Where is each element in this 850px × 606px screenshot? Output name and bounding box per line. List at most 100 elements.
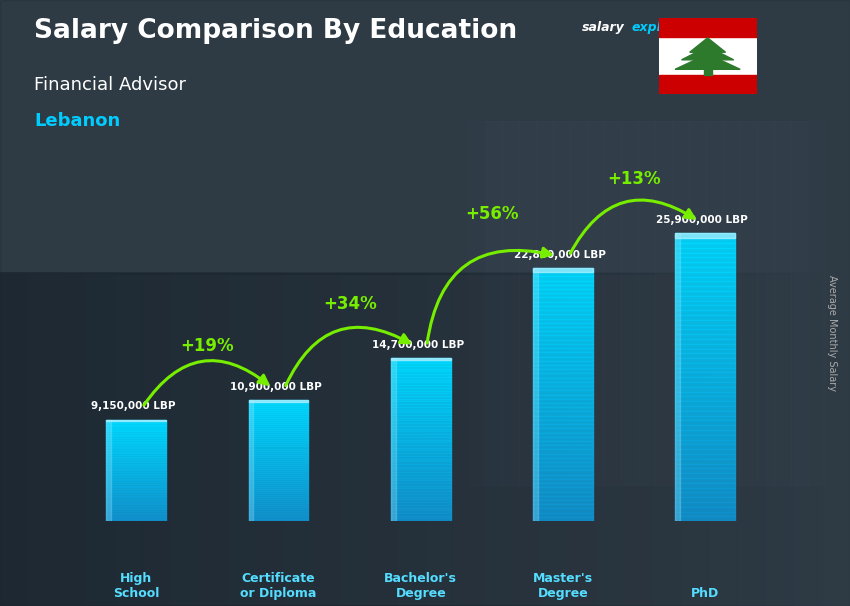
- Bar: [0, 273, 113, 606]
- Bar: [249, 414, 309, 416]
- Text: salary: salary: [582, 21, 625, 34]
- Bar: [0, 273, 340, 606]
- Bar: [249, 477, 309, 479]
- Text: Financial Advisor: Financial Advisor: [34, 76, 186, 94]
- Bar: [106, 453, 167, 455]
- Bar: [249, 404, 309, 406]
- Bar: [675, 391, 735, 396]
- Bar: [391, 371, 450, 374]
- Bar: [533, 466, 592, 470]
- Bar: [533, 483, 592, 487]
- Bar: [391, 475, 450, 478]
- Bar: [106, 451, 167, 453]
- Bar: [604, 121, 638, 485]
- Bar: [391, 421, 450, 423]
- Bar: [106, 489, 167, 491]
- Bar: [106, 479, 167, 481]
- Bar: [659, 75, 756, 94]
- Bar: [391, 396, 450, 399]
- Bar: [106, 467, 167, 468]
- Bar: [391, 439, 450, 442]
- Bar: [106, 511, 167, 513]
- Text: Bachelor's
Degree: Bachelor's Degree: [384, 572, 457, 600]
- Bar: [675, 233, 735, 238]
- Bar: [249, 406, 309, 408]
- Bar: [391, 502, 450, 505]
- Bar: [675, 478, 735, 483]
- Text: Average Monthly Salary: Average Monthly Salary: [827, 275, 837, 391]
- Bar: [249, 485, 309, 487]
- Bar: [0, 273, 737, 606]
- Text: 14,700,000 LBP: 14,700,000 LBP: [371, 339, 464, 350]
- Bar: [391, 426, 450, 428]
- Bar: [249, 408, 309, 410]
- Bar: [0, 273, 170, 606]
- Bar: [675, 502, 735, 507]
- Bar: [675, 516, 735, 521]
- Bar: [675, 258, 735, 262]
- Bar: [106, 492, 167, 494]
- Bar: [533, 487, 592, 491]
- Bar: [249, 456, 309, 459]
- Bar: [249, 465, 309, 467]
- Bar: [106, 459, 167, 460]
- Bar: [0, 273, 482, 606]
- Bar: [249, 509, 309, 511]
- Bar: [484, 121, 518, 485]
- Bar: [106, 431, 167, 433]
- Bar: [249, 467, 309, 468]
- Bar: [391, 445, 450, 448]
- Bar: [249, 444, 309, 447]
- Bar: [533, 289, 592, 293]
- Bar: [391, 450, 450, 453]
- Bar: [106, 462, 167, 464]
- Bar: [675, 253, 735, 258]
- Bar: [391, 434, 450, 437]
- Bar: [675, 468, 735, 473]
- Bar: [249, 430, 309, 432]
- Bar: [675, 507, 735, 511]
- Bar: [106, 436, 167, 438]
- Bar: [675, 430, 735, 435]
- Bar: [106, 474, 167, 476]
- Bar: [533, 285, 592, 289]
- Bar: [249, 450, 309, 453]
- Bar: [106, 423, 167, 425]
- Text: +13%: +13%: [607, 170, 661, 188]
- Bar: [106, 513, 167, 514]
- Bar: [106, 509, 167, 511]
- Bar: [533, 293, 592, 298]
- Bar: [391, 448, 450, 450]
- Bar: [106, 519, 167, 521]
- Bar: [106, 481, 167, 482]
- Bar: [391, 382, 450, 385]
- Bar: [675, 271, 735, 276]
- Bar: [638, 121, 672, 485]
- Bar: [675, 449, 735, 454]
- Bar: [106, 472, 167, 474]
- Bar: [675, 344, 735, 348]
- Bar: [533, 369, 592, 373]
- Bar: [533, 306, 592, 310]
- Bar: [0, 273, 765, 606]
- Bar: [391, 486, 450, 488]
- Bar: [0, 273, 510, 606]
- Bar: [0, 273, 227, 606]
- Bar: [675, 291, 735, 296]
- Bar: [106, 428, 167, 430]
- Bar: [106, 421, 167, 423]
- Bar: [249, 422, 309, 424]
- Bar: [0, 273, 368, 606]
- Bar: [675, 325, 735, 329]
- Bar: [249, 461, 309, 462]
- Bar: [249, 459, 309, 461]
- Bar: [675, 296, 735, 301]
- Bar: [533, 323, 592, 327]
- Bar: [249, 400, 309, 402]
- Bar: [675, 396, 735, 401]
- Bar: [675, 497, 735, 502]
- Bar: [249, 474, 309, 477]
- Bar: [106, 491, 167, 492]
- Bar: [533, 504, 592, 508]
- Bar: [502, 121, 536, 485]
